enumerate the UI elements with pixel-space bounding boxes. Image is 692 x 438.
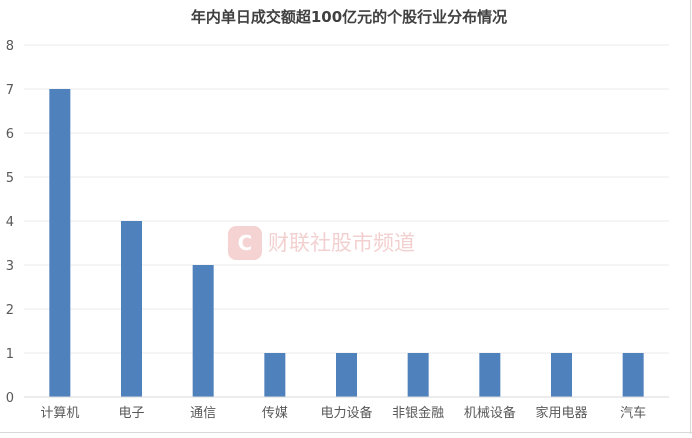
bar-2 [121,221,142,397]
x-tick-label: 通信 [190,406,216,421]
bar-7 [479,353,501,397]
y-tick-label: 5 [6,171,14,186]
chart-right-border [690,0,691,434]
x-tick-label: 汽车 [620,405,646,421]
bar-1 [49,89,71,397]
x-tick-label: 电力设备 [320,405,372,421]
watermark: C 财联社股市频道 [228,226,415,260]
watermark-logo-letter: C [238,231,253,255]
bar-5 [336,353,357,397]
bar-3 [192,265,214,397]
y-tick-label: 0 [6,391,14,406]
bars [49,89,644,397]
x-tick-label: 计算机 [40,406,79,421]
bar-9 [622,353,644,397]
chart-title: 年内单日成交额超100亿元的个股行业分布情况 [191,8,507,26]
x-tick-label: 家用电器 [535,405,587,421]
y-tick-label: 2 [6,303,14,318]
x-tick-label: 电子 [118,406,144,421]
y-tick-label: 8 [6,39,14,54]
chart-bottom-border [0,432,692,433]
y-tick-label: 1 [6,347,14,362]
watermark-logo-icon [228,226,262,260]
y-tick-label: 3 [6,259,14,274]
x-tick-label: 机械设备 [464,405,516,421]
bar-6 [407,353,429,397]
y-tick-label: 7 [6,83,14,98]
y-tick-label: 6 [6,127,14,142]
bar-8 [551,353,572,397]
y-tick-label: 4 [6,215,14,230]
y-axis-ticks: 0 1 2 3 4 5 6 7 8 [6,39,14,406]
gridlines [24,44,669,354]
x-tick-label: 非银金融 [392,405,444,421]
watermark-text: 财联社股市频道 [268,231,415,255]
x-axis-ticks: 计算机 电子 通信 传媒 电力设备 非银金融 机械设备 家用电器 汽车 [40,405,646,421]
x-tick-label: 传媒 [262,406,288,421]
bar-4 [264,353,286,397]
